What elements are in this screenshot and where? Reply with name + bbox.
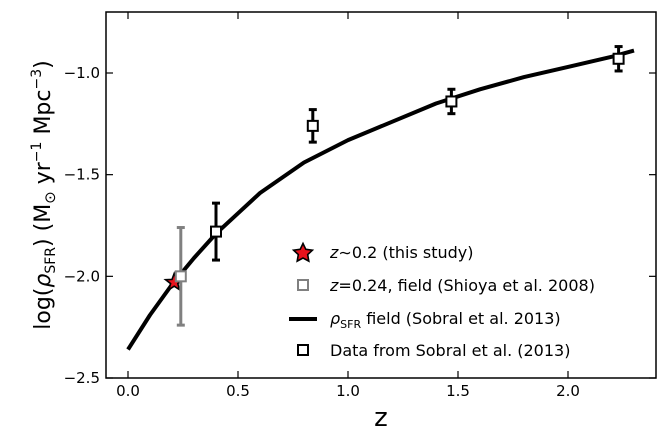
legend-label-sobral-curve: ρSFR field (Sobral et al. 2013) — [330, 309, 561, 331]
x-tick-label: 0.5 — [226, 382, 250, 400]
legend-label-shioya: z=0.24, field (Shioya et al. 2008) — [329, 276, 595, 295]
data-point-square — [612, 52, 625, 65]
legend-shioya-marker — [297, 279, 309, 291]
legend-sobral-data-marker — [297, 344, 309, 356]
y-label-mpc-exp: −3 — [29, 69, 45, 90]
y-label-suffix: ) — [31, 60, 56, 69]
plot-frame — [105, 11, 657, 379]
legend-label-this-study: z∼0.2 (this study) — [329, 243, 473, 262]
y-label-rho: ρ — [31, 274, 56, 288]
axis-ticks: 0.0 0.5 1.0 1.5 2.0 −2.5 −2.0 −1.5 −1.0 — [64, 12, 656, 400]
x-tick-label: 1.0 — [336, 382, 360, 400]
y-label-rho-sub: SFR — [43, 247, 59, 274]
y-tick-label: −1.5 — [64, 166, 100, 184]
x-axis-label: z — [374, 403, 388, 430]
y-label-sun: ⊙ — [41, 191, 59, 204]
x-tick-label: 2.0 — [556, 382, 580, 400]
data-point-square — [210, 225, 222, 238]
model-curve-layer — [126, 48, 635, 351]
data-points-layer — [163, 45, 625, 327]
x-tick-label: 0.0 — [116, 382, 140, 400]
legend-this-study-rest: ∼0.2 (this study) — [338, 243, 473, 262]
legend-shioya-z-italic: z — [329, 276, 339, 295]
y-tick-label: −1.0 — [64, 64, 100, 82]
y-label-yr-exp: −1 — [29, 142, 45, 163]
legend: z∼0.2 (this study) z=0.24, field (Shioya… — [289, 241, 595, 360]
y-axis-label: log(ρSFR) (M⊙ yr−1 Mpc−3) — [29, 60, 59, 329]
y-tick-label: −2.5 — [64, 369, 100, 387]
legend-z-italic: z — [329, 243, 339, 262]
legend-shioya-rest: =0.24, field (Shioya et al. 2008) — [338, 276, 595, 295]
legend-curve-rest: field (Sobral et al. 2013) — [361, 309, 561, 328]
x-tick-label: 1.5 — [446, 382, 470, 400]
model-curve-line — [126, 48, 635, 351]
y-label-prefix: log( — [31, 288, 56, 330]
data-point-square — [174, 270, 187, 283]
legend-star-marker — [291, 241, 315, 263]
y-tick-label: −2.0 — [64, 267, 100, 285]
data-point-square — [445, 95, 458, 108]
data-point-square — [306, 119, 319, 132]
legend-label-sobral-data: Data from Sobral et al. (2013) — [330, 341, 570, 360]
legend-rho-sub: SFR — [340, 318, 361, 331]
y-label-mid: ) (M — [31, 204, 56, 247]
legend-rho-italic: ρ — [330, 309, 340, 328]
y-label-mpc: Mpc — [31, 90, 56, 142]
y-label-yr: yr — [31, 161, 56, 191]
